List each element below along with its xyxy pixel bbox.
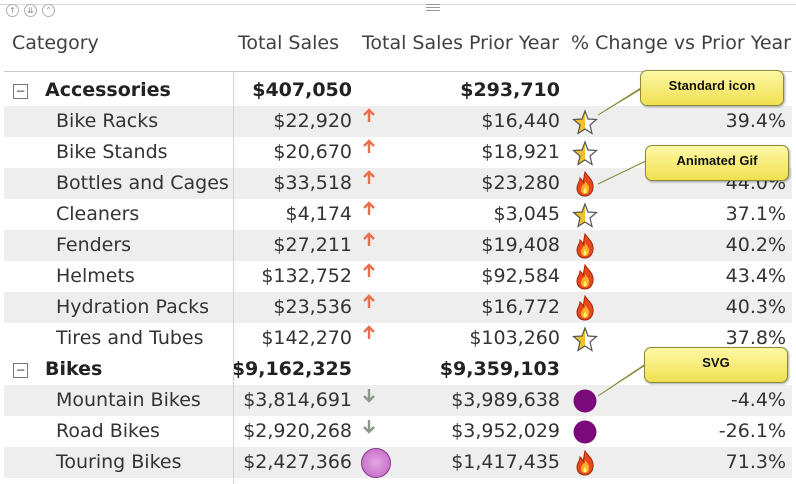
category-name: Bottles and Cages	[56, 172, 229, 194]
table-row[interactable]: Helmets $132,752 $92,584 43.4%	[4, 261, 792, 292]
table-row[interactable]: Hydration Packs $23,536 $16,772 40.3%	[4, 292, 792, 323]
callout-svg: SVG	[644, 347, 788, 383]
category-name: Bike Stands	[56, 141, 168, 163]
total-sales-value: $33,518	[273, 172, 352, 194]
total-sales-prior-value: $3,952,029	[451, 420, 560, 442]
collapse-toggle-icon[interactable]: −	[13, 84, 28, 99]
total-sales-prior-value: $16,440	[481, 110, 560, 132]
total-sales-value: $20,670	[273, 141, 352, 163]
column-header-pct-change[interactable]: % Change vs Prior Year	[571, 32, 791, 54]
pct-change-value: 40.3%	[725, 296, 786, 318]
group-row[interactable]: − Bikes $9,162,325 $9,359,103	[4, 354, 792, 385]
group-name: Accessories	[45, 79, 171, 101]
pct-change-value: 39.4%	[725, 110, 786, 132]
expand-all-icon[interactable]: ⇊	[24, 4, 37, 17]
trend-up-arrow-icon	[362, 170, 376, 188]
total-sales-value: $23,536	[273, 296, 352, 318]
star-icon	[571, 109, 599, 135]
star-icon	[571, 140, 599, 166]
total-sales-value: $2,427,366	[243, 451, 352, 473]
trend-up-arrow-icon	[362, 108, 376, 126]
callout-animated-gif: Animated Gif	[645, 145, 789, 181]
column-header-category[interactable]: Category	[12, 32, 99, 54]
column-header-total-sales[interactable]: Total Sales	[238, 32, 339, 54]
trend-up-arrow-icon	[362, 325, 376, 343]
total-sales-prior-value: $23,280	[481, 172, 560, 194]
star-icon	[571, 326, 599, 352]
pct-change-value: 37.1%	[725, 203, 786, 225]
category-name: Mountain Bikes	[56, 389, 201, 411]
total-sales-value: $22,920	[273, 110, 352, 132]
trend-up-arrow-icon	[362, 232, 376, 250]
drag-handle-icon[interactable]	[426, 4, 440, 12]
category-column-divider	[233, 72, 234, 484]
purple-dot-icon	[572, 388, 598, 414]
visual-header: ↑ ⇊ ⌃	[0, 0, 796, 22]
category-name: Fenders	[56, 234, 132, 256]
trend-up-arrow-icon	[362, 139, 376, 157]
pct-change-value: 43.4%	[725, 265, 786, 287]
group-total-sales: $407,050	[252, 79, 352, 101]
trend-up-arrow-icon	[362, 201, 376, 219]
pct-change-value: -26.1%	[718, 420, 786, 442]
category-name: Bike Racks	[56, 110, 159, 132]
category-name: Touring Bikes	[56, 451, 182, 473]
fire-icon	[572, 263, 598, 290]
table-row[interactable]: Mountain Bikes $3,814,691 $3,989,638 -4.4%	[4, 385, 792, 416]
category-name: Helmets	[56, 265, 135, 287]
total-sales-value: $3,814,691	[243, 389, 352, 411]
trend-down-arrow-icon	[362, 387, 376, 405]
fire-icon	[572, 170, 598, 197]
trend-up-arrow-icon	[362, 294, 376, 312]
group-total-sales-prior: $9,359,103	[439, 358, 560, 380]
category-name: Road Bikes	[56, 420, 160, 442]
trend-circle-icon	[361, 448, 391, 478]
total-sales-value: $132,752	[261, 265, 352, 287]
callout-standard-icon: Standard icon	[640, 70, 784, 106]
category-name: Tires and Tubes	[56, 327, 204, 349]
total-sales-prior-value: $16,772	[481, 296, 560, 318]
header-divider	[0, 4, 796, 5]
pct-change-value: 71.3%	[725, 451, 786, 473]
group-name: Bikes	[45, 358, 103, 380]
fire-icon	[572, 232, 598, 259]
fire-icon	[572, 449, 598, 476]
trend-up-arrow-icon	[362, 263, 376, 281]
table-row[interactable]: Cleaners $4,174 $3,045 37.1%	[4, 199, 792, 230]
trend-down-arrow-icon	[362, 418, 376, 436]
pct-change-value: 40.2%	[725, 234, 786, 256]
total-sales-prior-value: $3,989,638	[451, 389, 560, 411]
total-sales-prior-value: $3,045	[493, 203, 560, 225]
expand-level-icon[interactable]: ⌃	[42, 4, 55, 17]
fire-icon	[572, 294, 598, 321]
table-row[interactable]: Bike Racks $22,920 $16,440 39.4%	[4, 106, 792, 137]
category-name: Hydration Packs	[56, 296, 210, 318]
group-total-sales-prior: $293,710	[460, 79, 560, 101]
purple-dot-icon	[572, 419, 598, 445]
table-row[interactable]: Bike Stands $20,670 $18,921	[4, 137, 792, 168]
total-sales-value: $2,920,268	[243, 420, 352, 442]
header-underline	[4, 71, 792, 72]
total-sales-prior-value: $18,921	[481, 141, 560, 163]
category-name: Cleaners	[56, 203, 140, 225]
total-sales-value: $4,174	[285, 203, 352, 225]
group-total-sales: $9,162,325	[231, 358, 352, 380]
table-row[interactable]: Touring Bikes $2,427,366 $1,417,435 71.3%	[4, 447, 792, 478]
pct-change-value: -4.4%	[730, 389, 786, 411]
table-row[interactable]: Road Bikes $2,920,268 $3,952,029 -26.1%	[4, 416, 792, 447]
total-sales-value: $27,211	[273, 234, 352, 256]
total-sales-prior-value: $1,417,435	[451, 451, 560, 473]
drill-up-icon[interactable]: ↑	[6, 4, 19, 17]
table-row[interactable]: Tires and Tubes $142,270 $103,260 37.8%	[4, 323, 792, 354]
total-sales-value: $142,270	[261, 327, 352, 349]
table-row[interactable]: Fenders $27,211 $19,408 40.2%	[4, 230, 792, 261]
total-sales-prior-value: $103,260	[469, 327, 560, 349]
pct-change-value: 37.8%	[725, 327, 786, 349]
star-icon	[571, 202, 599, 228]
group-row[interactable]: − Accessories $407,050 $293,710	[4, 75, 792, 106]
column-header-total-sales-prior[interactable]: Total Sales Prior Year	[362, 32, 559, 54]
total-sales-prior-value: $92,584	[481, 265, 560, 287]
total-sales-prior-value: $19,408	[481, 234, 560, 256]
collapse-toggle-icon[interactable]: −	[13, 363, 28, 378]
